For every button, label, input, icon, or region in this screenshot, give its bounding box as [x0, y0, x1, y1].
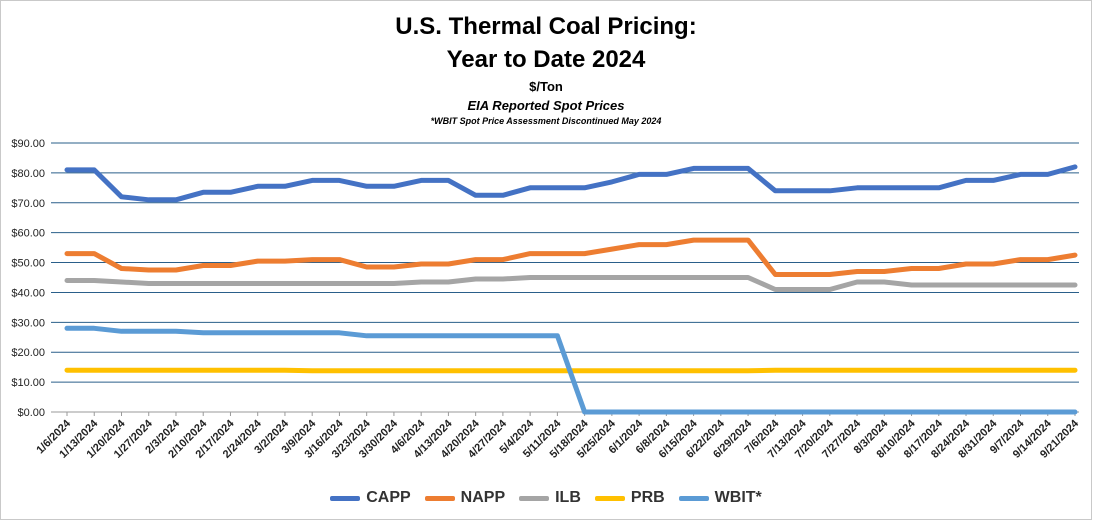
y-tick-label: $20.00 — [11, 347, 45, 359]
legend-swatch — [519, 495, 550, 501]
legend-item-wbit: WBIT* — [678, 489, 762, 507]
y-tick-label: $70.00 — [11, 198, 45, 210]
legend-label: NAPP — [460, 489, 506, 506]
series-line-ilb — [64, 275, 1078, 292]
legend-item-napp: NAPP — [424, 489, 506, 507]
chart-subtitle: $/Ton — [529, 79, 563, 94]
y-tick-label: $50.00 — [11, 258, 45, 270]
y-tick-label: $30.00 — [11, 317, 45, 329]
legend-item-prb: PRB — [594, 489, 665, 507]
chart-title: U.S. Thermal Coal Pricing: — [395, 13, 697, 40]
series-line-wbit — [64, 325, 1078, 415]
y-tick-label: $90.00 — [11, 138, 45, 150]
legend-label: WBIT* — [714, 489, 762, 506]
series-line-capp — [64, 164, 1078, 203]
y-tick-label: $40.00 — [11, 287, 45, 299]
legend-label: CAPP — [366, 489, 411, 506]
chart-subtitle-source: EIA Reported Spot Prices — [467, 98, 625, 113]
legend-swatch — [424, 495, 455, 501]
y-tick-label: $0.00 — [17, 407, 45, 419]
series-line-napp — [64, 237, 1078, 277]
legend-swatch — [594, 495, 625, 501]
y-tick-label: $60.00 — [11, 228, 45, 240]
y-tick-label: $10.00 — [11, 377, 45, 389]
legend-label: ILB — [555, 489, 581, 506]
legend-swatch — [678, 495, 709, 501]
legend-item-ilb: ILB — [519, 489, 581, 507]
y-tick-label: $80.00 — [11, 168, 45, 180]
chart-footnote: *WBIT Spot Price Assessment Discontinued… — [430, 116, 662, 126]
legend-item-capp: CAPP — [330, 489, 411, 507]
legend-swatch — [330, 495, 361, 501]
legend-label: PRB — [630, 489, 665, 506]
legend: CAPP NAPP ILB PRB WBIT* — [1, 489, 1091, 507]
chart-title-line2: Year to Date 2024 — [446, 46, 646, 73]
